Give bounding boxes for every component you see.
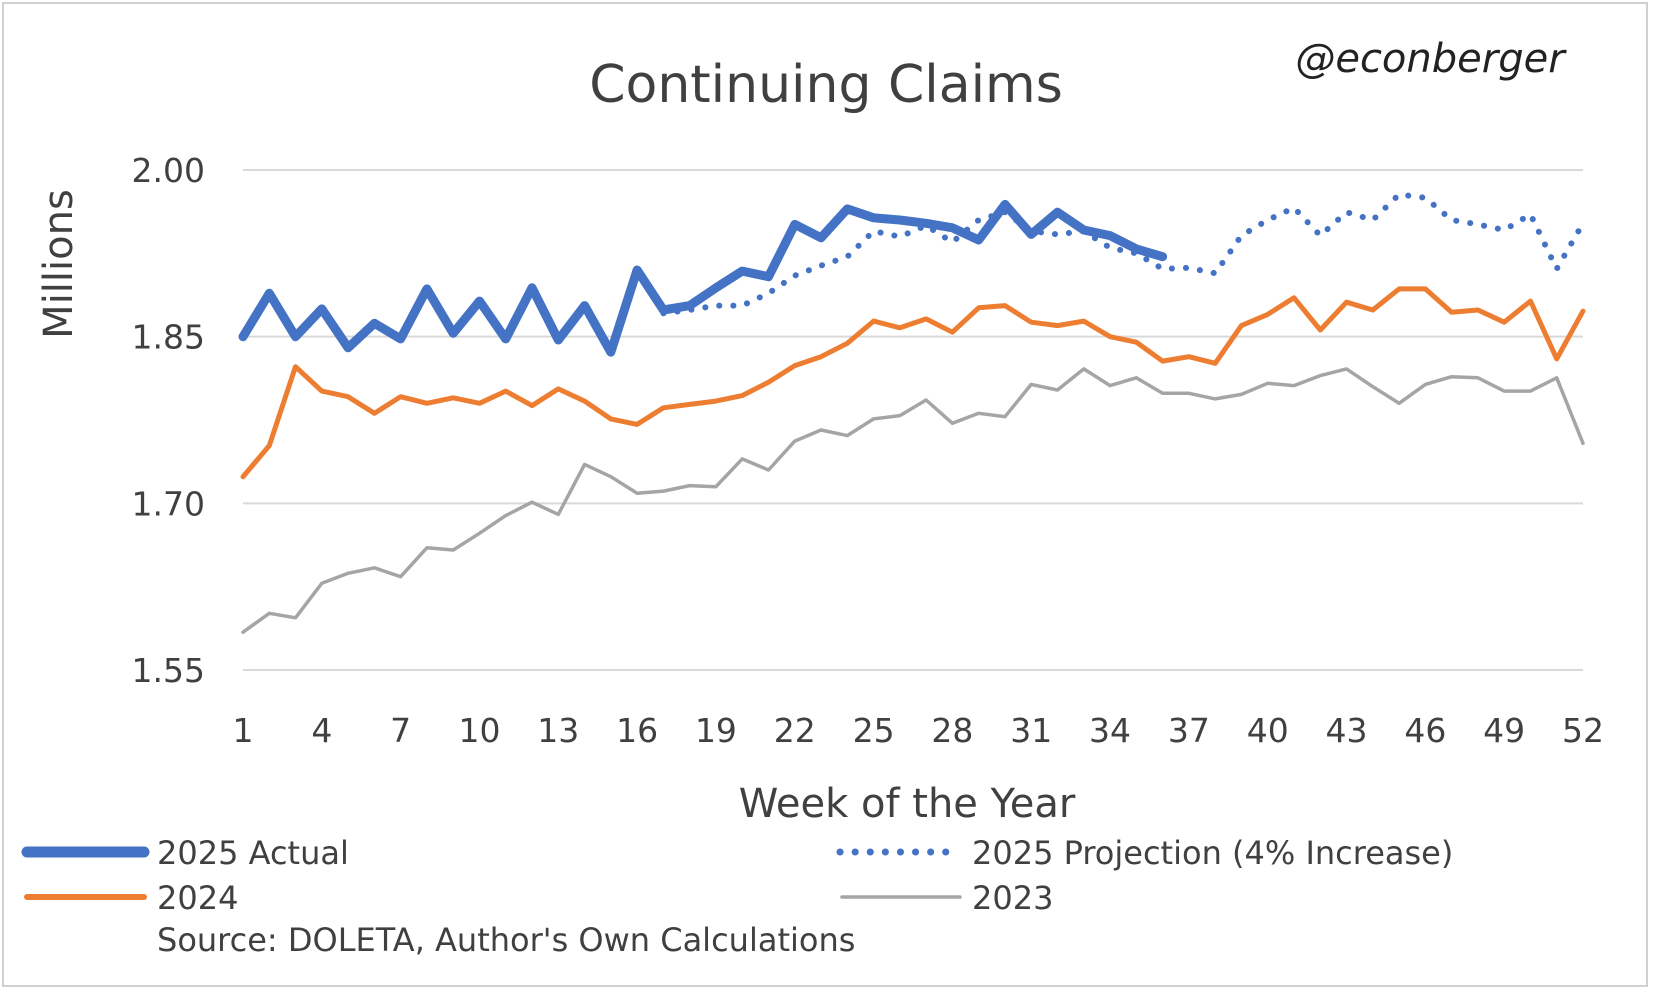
legend-label-2025-projection: 2025 Projection (4% Increase) <box>972 834 1453 872</box>
y-tick-label: 1.55 <box>132 651 205 690</box>
gridlines <box>243 169 1583 671</box>
y-tick-label: 2.00 <box>132 151 205 190</box>
x-tick-label: 22 <box>774 711 816 750</box>
y-axis-label: Millions <box>36 189 82 339</box>
x-tick-label: 37 <box>1168 711 1210 750</box>
y-tick-label: 1.85 <box>132 318 205 357</box>
series-line-2024 <box>240 286 1586 480</box>
x-axis-ticks: 1 4 7 10 13 16 19 22 25 28 31 34 37 40 43 46 49 52 <box>233 711 1605 750</box>
legend-label-2024: 2024 <box>157 879 238 917</box>
series-line-2025-actual <box>238 199 1168 357</box>
x-tick-label: 19 <box>695 711 737 750</box>
legend: 2025 Actual 2025 Projection (4% Increase… <box>21 834 1453 917</box>
author-handle: @econberger <box>1295 36 1567 82</box>
x-tick-label: 28 <box>931 711 973 750</box>
x-tick-label: 40 <box>1247 711 1289 750</box>
series-line-2025-projection-4-increase <box>660 191 1586 317</box>
x-tick-label: 46 <box>1404 711 1446 750</box>
chart-title: Continuing Claims <box>589 55 1063 115</box>
x-tick-label: 25 <box>853 711 895 750</box>
y-tick-label: 1.70 <box>132 484 205 523</box>
legend-label-2023: 2023 <box>972 879 1053 917</box>
series-line-2023 <box>241 367 1585 634</box>
x-tick-label: 7 <box>390 711 411 750</box>
x-tick-label: 13 <box>537 711 579 750</box>
series-lines <box>238 191 1586 634</box>
x-tick-label: 10 <box>458 711 500 750</box>
x-tick-label: 31 <box>1010 711 1052 750</box>
x-tick-label: 52 <box>1562 711 1604 750</box>
x-tick-label: 43 <box>1326 711 1368 750</box>
x-axis-label: Week of the Year <box>739 781 1076 827</box>
x-tick-label: 49 <box>1483 711 1525 750</box>
legend-label-2025-actual: 2025 Actual <box>157 834 349 872</box>
x-tick-label: 34 <box>1089 711 1131 750</box>
x-tick-label: 16 <box>616 711 658 750</box>
source-note: Source: DOLETA, Author's Own Calculation… <box>157 921 855 959</box>
y-axis-ticks: 1.55 1.70 1.85 2.00 <box>132 151 205 690</box>
x-tick-label: 4 <box>311 711 332 750</box>
x-tick-label: 1 <box>233 711 254 750</box>
